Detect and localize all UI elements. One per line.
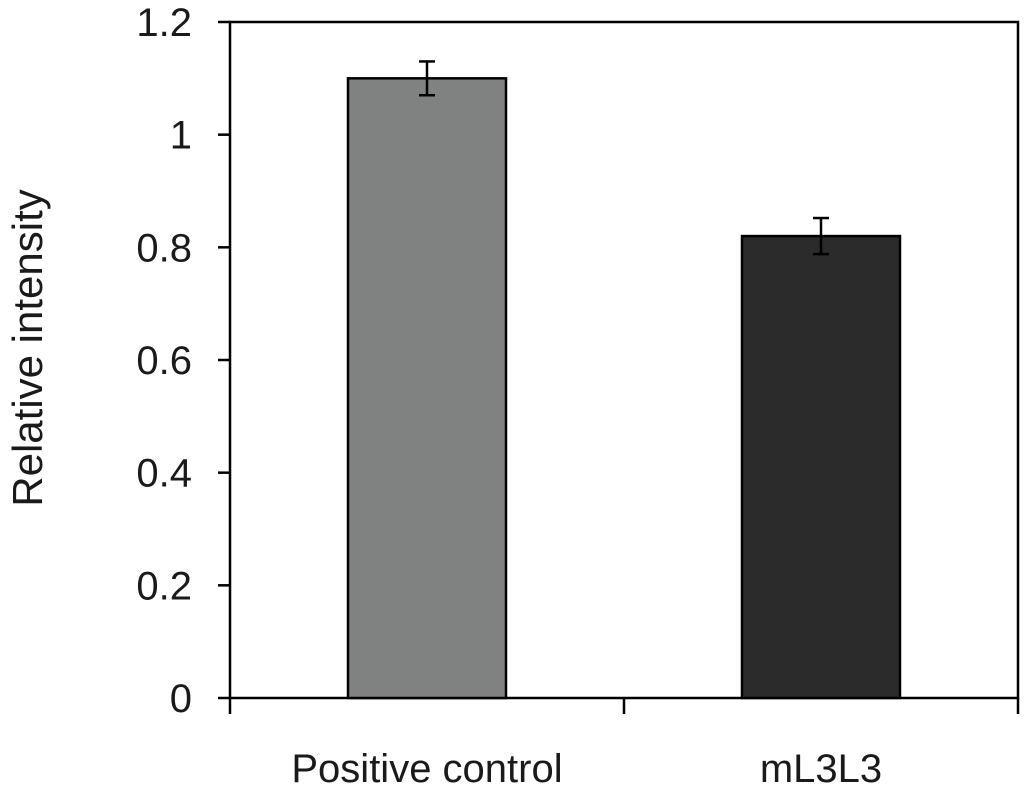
y-axis-tick-label: 1.2 [136, 1, 192, 45]
y-axis-tick-label: 0.8 [136, 226, 192, 270]
error-bars [419, 60, 829, 256]
y-axis-tick-label: 0.2 [136, 564, 192, 608]
y-axis-title: Relative intensity [4, 189, 51, 506]
x-axis-tick-label: Positive control [291, 747, 562, 787]
y-axis-tick-label: 0 [170, 677, 192, 721]
y-axis-tick-label: 0.6 [136, 339, 192, 383]
bar [740, 234, 902, 700]
y-axis-tick-label: 0.4 [136, 452, 192, 496]
bar [346, 77, 508, 700]
x-axis-tick-labels: Positive control mL3L3 [291, 747, 882, 787]
bars [346, 77, 902, 700]
x-axis-tick-label: mL3L3 [760, 747, 882, 787]
y-axis-ticks: 0 0.2 0.4 0.6 0.8 1 1.2 [136, 1, 230, 721]
y-axis-tick-label: 1 [170, 114, 192, 158]
